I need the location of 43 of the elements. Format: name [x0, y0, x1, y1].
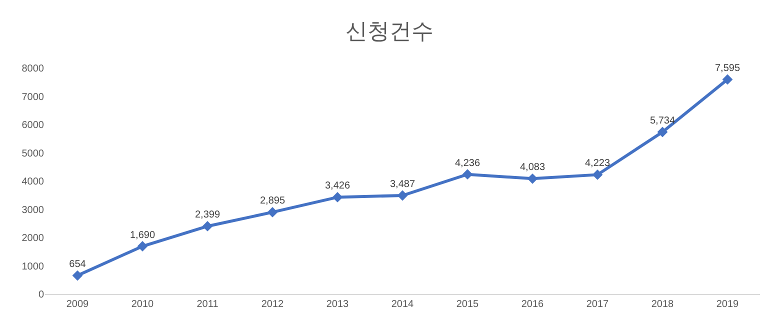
data-label: 3,426 [324, 180, 350, 192]
point [397, 190, 408, 201]
data-label: 654 [69, 259, 86, 270]
data-label: 4,223 [584, 158, 610, 170]
y-tick-label: 1000 [22, 261, 44, 272]
data-label: 7,595 [714, 62, 740, 74]
point [267, 207, 278, 218]
y-tick-label: 4000 [22, 176, 44, 188]
point [462, 169, 473, 180]
x-tick-label: 2018 [651, 299, 674, 310]
x-tick-label: 2015 [456, 299, 480, 310]
data-label: 2,895 [260, 196, 286, 207]
y-tick-label: 2000 [22, 233, 44, 244]
data-label: 5,734 [650, 116, 676, 127]
point [137, 241, 148, 252]
x-tick-label: 2011 [196, 299, 219, 310]
data-label: 4,083 [520, 162, 546, 174]
data-label: 3,487 [390, 178, 416, 190]
x-tick-label: 2012 [261, 299, 284, 310]
point [332, 192, 343, 202]
point [527, 173, 538, 184]
x-tick-label: 2017 [586, 299, 610, 310]
x-tick-label: 2010 [131, 299, 154, 310]
point [202, 221, 213, 232]
chart-title: 신청건수 [346, 19, 434, 44]
y-tick-label: 6000 [22, 120, 44, 131]
data-label: 4,236 [454, 158, 480, 169]
data-label: 1,690 [130, 230, 156, 241]
point [72, 270, 83, 281]
y-tick-label: 8000 [22, 64, 44, 74]
point [592, 170, 603, 180]
point [657, 126, 668, 138]
y-tick-label: 7000 [22, 92, 44, 103]
point [722, 74, 733, 85]
y-tick-label: 3000 [22, 204, 44, 216]
data-label: 2,399 [194, 210, 220, 221]
y-tick-label: 0 [38, 290, 44, 300]
x-tick-label: 2009 [66, 299, 90, 310]
x-tick-label: 2016 [521, 299, 544, 310]
x-tick-label: 2014 [391, 299, 414, 310]
y-tick-label: 5000 [22, 148, 44, 160]
x-tick-label: 2019 [716, 299, 740, 310]
x-tick-label: 2013 [326, 299, 350, 310]
